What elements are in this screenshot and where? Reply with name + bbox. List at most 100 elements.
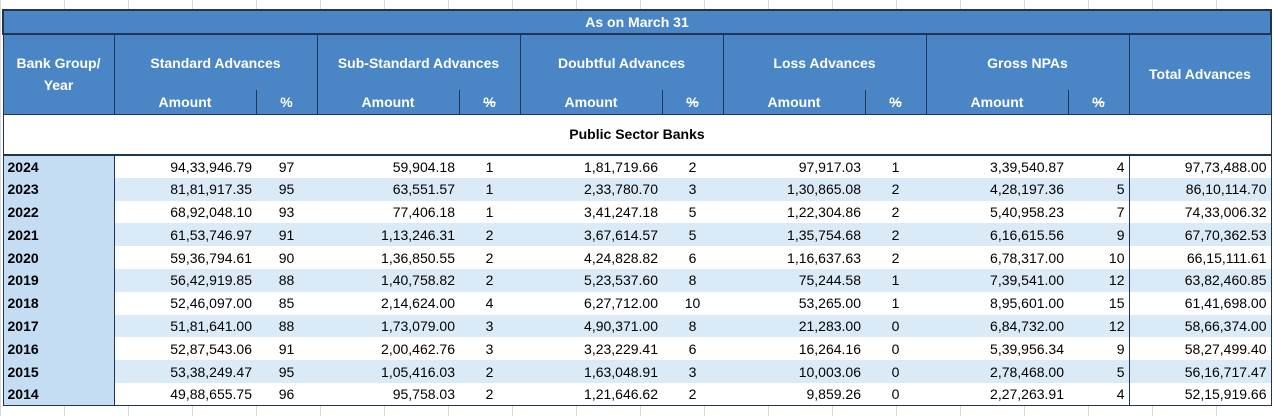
value-cell-gnp: 10 (1068, 246, 1130, 269)
value-cell-sa: 56,42,919.85 (114, 268, 256, 292)
value-cell-sap: 91 (256, 337, 317, 361)
value-cell-dap: 10 (662, 291, 723, 315)
value-cell-ss: 1,36,850.55 (317, 246, 459, 269)
value-cell-gn: 2,27,263.91 (926, 382, 1068, 407)
amount-header: Amount (925, 90, 1069, 115)
value-cell-tot: 58,27,499.40 (1128, 337, 1272, 361)
value-cell-da: 5,23,537.60 (520, 268, 662, 292)
value-cell-sap: 96 (256, 382, 317, 407)
total-advances-header: Total Advances (1128, 33, 1272, 115)
value-cell-ss: 1,13,246.31 (317, 223, 459, 247)
value-cell-gn: 4,28,197.36 (926, 177, 1068, 201)
value-cell-gn: 6,84,732.00 (926, 314, 1068, 338)
pct-header: % (255, 90, 318, 115)
table-row: 2014 49,88,655.75 96 95,758.03 2 1,21,646.62 2… (2, 382, 1272, 407)
value-cell-ssp: 1 (459, 177, 520, 201)
value-cell-gnp: 4 (1068, 382, 1130, 407)
value-cell-tot: 74,33,006.32 (1128, 200, 1272, 224)
value-cell-ss: 95,758.03 (317, 382, 459, 407)
value-cell-ssp: 2 (459, 268, 520, 292)
value-cell-da: 4,90,371.00 (520, 314, 662, 338)
value-cell-tot: 67,70,362.53 (1128, 223, 1272, 247)
value-cell-da: 4,24,828.82 (520, 246, 662, 269)
amount-header: Amount (316, 90, 460, 115)
value-cell-sa: 68,92,048.10 (114, 200, 256, 224)
value-cell-da: 1,81,719.66 (520, 155, 662, 178)
value-cell-lap: 0 (865, 360, 926, 383)
value-cell-gn: 8,95,601.00 (926, 291, 1068, 315)
value-cell-la: 53,265.00 (723, 291, 865, 315)
pct-header: % (661, 90, 724, 115)
table-row: 2022 68,92,048.10 93 77,406.18 1 3,41,247.18 5… (2, 200, 1272, 224)
value-cell-gnp: 12 (1068, 268, 1130, 292)
year-cell: 2020 (2, 246, 115, 269)
value-cell-gnp: 5 (1068, 360, 1130, 383)
value-cell-da: 3,67,614.57 (520, 223, 662, 247)
section-title: Public Sector Banks (2, 114, 1272, 156)
value-cell-sa: 52,46,097.00 (114, 291, 256, 315)
value-cell-la: 97,917.03 (723, 155, 865, 178)
year-cell: 2021 (2, 223, 115, 247)
value-cell-sa: 61,53,746.97 (114, 223, 256, 247)
value-cell-da: 3,23,229.41 (520, 337, 662, 361)
value-cell-dap: 5 (662, 223, 723, 247)
value-cell-gn: 7,39,541.00 (926, 268, 1068, 292)
value-cell-ss: 2,00,462.76 (317, 337, 459, 361)
value-cell-lap: 2 (865, 223, 926, 247)
value-cell-la: 1,22,304.86 (723, 200, 865, 224)
year-cell: 2023 (2, 177, 115, 201)
value-cell-sa: 52,87,543.06 (114, 337, 256, 361)
value-cell-tot: 58,66,374.00 (1128, 314, 1272, 338)
row-label-text: Bank Group/ Year (16, 55, 101, 94)
value-cell-dap: 8 (662, 268, 723, 292)
value-cell-dap: 2 (662, 382, 723, 407)
group-header-gross-npas: Gross NPAs (925, 34, 1130, 90)
value-cell-ssp: 2 (459, 223, 520, 247)
value-cell-ssp: 3 (459, 314, 520, 338)
value-cell-tot: 86,10,114.70 (1128, 177, 1272, 201)
value-cell-gn: 6,16,615.56 (926, 223, 1068, 247)
value-cell-la: 21,283.00 (723, 314, 865, 338)
value-cell-ss: 1,40,758.82 (317, 268, 459, 292)
table-row: 2015 53,38,249.47 95 1,05,416.03 2 1,63,048.9… (2, 360, 1272, 383)
amount-header: Amount (722, 90, 866, 115)
value-cell-gnp: 9 (1068, 337, 1130, 361)
group-header-loss: Loss Advances (722, 34, 927, 90)
value-cell-lap: 1 (865, 291, 926, 315)
value-cell-ssp: 1 (459, 200, 520, 224)
year-cell: 2018 (2, 291, 115, 315)
value-cell-ssp: 4 (459, 291, 520, 315)
advances-table: As on March 31 Bank Group/ Year Standard… (2, 9, 1272, 407)
value-cell-lap: 2 (865, 246, 926, 269)
value-cell-dap: 2 (662, 155, 723, 178)
table-row: 2016 52,87,543.06 91 2,00,462.76 3 3,23,229.4… (2, 337, 1272, 361)
value-cell-lap: 2 (865, 200, 926, 224)
value-cell-ssp: 3 (459, 337, 520, 361)
value-cell-ss: 63,551.57 (317, 177, 459, 201)
value-cell-tot: 52,15,919.66 (1128, 382, 1272, 407)
value-cell-lap: 0 (865, 314, 926, 338)
value-cell-tot: 63,82,460.85 (1128, 268, 1272, 292)
value-cell-lap: 0 (865, 337, 926, 361)
value-cell-gnp: 9 (1068, 223, 1130, 247)
value-cell-dap: 8 (662, 314, 723, 338)
table-title: As on March 31 (2, 9, 1272, 35)
value-cell-da: 1,63,048.91 (520, 360, 662, 383)
value-cell-sa: 81,81,917.35 (114, 177, 256, 201)
value-cell-ssp: 1 (459, 155, 520, 178)
value-cell-lap: 2 (865, 177, 926, 201)
value-cell-gn: 6,78,317.00 (926, 246, 1068, 269)
value-cell-dap: 3 (662, 360, 723, 383)
year-cell: 2014 (2, 382, 115, 407)
value-cell-tot: 66,15,111.61 (1128, 246, 1272, 269)
group-header-standard: Standard Advances (113, 34, 318, 90)
value-cell-gn: 5,40,958.23 (926, 200, 1068, 224)
value-cell-sa: 59,36,794.61 (114, 246, 256, 269)
value-cell-ssp: 2 (459, 382, 520, 407)
value-cell-lap: 0 (865, 382, 926, 407)
value-cell-dap: 5 (662, 200, 723, 224)
value-cell-la: 9,859.26 (723, 382, 865, 407)
value-cell-la: 1,35,754.68 (723, 223, 865, 247)
year-cell: 2015 (2, 360, 115, 383)
value-cell-gn: 2,78,468.00 (926, 360, 1068, 383)
